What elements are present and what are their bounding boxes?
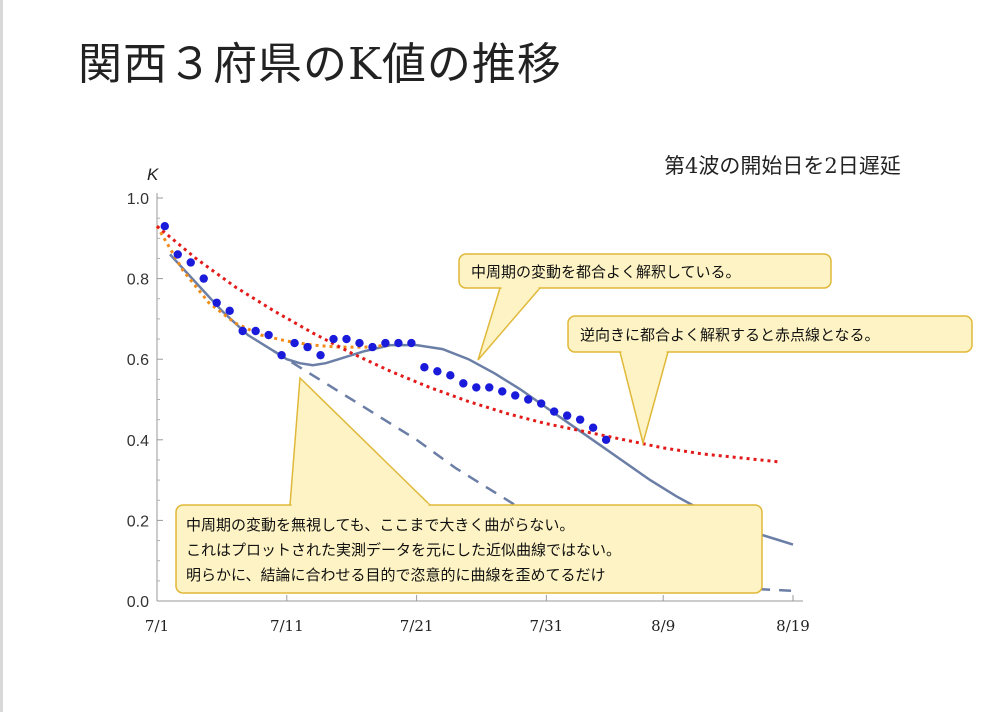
observed-point (433, 367, 442, 376)
observed-point (485, 383, 494, 392)
callout-pointer (289, 376, 432, 506)
observed-point (199, 274, 208, 283)
x-tick-label: 7/1 (145, 617, 169, 635)
callout-text-line: 中周期の変動を都合よく解釈している。 (471, 263, 741, 281)
slide-title: 関西３府県のK値の推移 (78, 39, 562, 90)
observed-point (303, 342, 312, 352)
observed-point (381, 338, 390, 348)
x-tick-label: 7/31 (530, 617, 564, 635)
orange-dotted-curve (155, 225, 391, 349)
observed-point (290, 338, 299, 348)
observed-point (238, 326, 247, 336)
observed-point (160, 222, 169, 231)
callout-pointer (477, 287, 542, 361)
observed-point (368, 342, 377, 352)
observed-point (264, 330, 273, 340)
observed-point (549, 407, 559, 416)
y-tick-label: 0.6 (127, 352, 149, 369)
observed-point (394, 338, 403, 348)
callout-text-line: これはプロットされた実測データを元にした近似曲線ではない。 (186, 541, 621, 559)
observed-point (562, 411, 572, 420)
y-axis-label: K (147, 165, 159, 184)
observed-point (446, 371, 455, 380)
observed-point (575, 415, 585, 424)
observed-point (355, 338, 364, 348)
observed-point (225, 306, 234, 316)
observed-point (511, 391, 520, 400)
callout-pointer (619, 351, 669, 446)
y-tick-label: 0.8 (127, 272, 149, 289)
observed-point (588, 423, 598, 432)
observed-point (524, 395, 533, 404)
observed-point (601, 435, 611, 444)
y-tick-label: 0.2 (127, 513, 149, 530)
callout-box (567, 315, 973, 353)
callout-text-line: 逆向きに都合よく解釈すると赤点線となる。 (580, 326, 880, 344)
chart-axes: 0.0 0.2 0.4 0.6 0.8 1.0 7/1 7/11 7/21 7/31 8/9 8/19… (127, 165, 810, 635)
callout-mid-period: 中周期の変動を都合よく解釈している。 (458, 253, 832, 361)
observed-point (277, 350, 286, 360)
y-tick-label: 1.0 (127, 191, 149, 208)
observed-point (536, 399, 546, 408)
slide-left-border (0, 0, 3, 712)
fitted-curve (169, 253, 794, 546)
callout-text-line: 中周期の変動を無視しても、ここまで大きく曲がらない。 (186, 516, 574, 534)
callout-reverse: 逆向きに都合よく解釈すると赤点線となる。 (567, 315, 973, 446)
observed-point (498, 387, 507, 396)
observed-point (472, 383, 481, 392)
y-tick-label: 0.4 (127, 433, 149, 450)
callout-box (458, 253, 832, 289)
x-tick-label: 8/9 (651, 617, 675, 635)
observed-point (212, 298, 221, 307)
x-tick-label: 7/11 (270, 617, 304, 635)
observed-point (407, 338, 416, 348)
callout-ignore: 中周期の変動を無視しても、ここまで大きく曲がらない。これはプロットされた実測デー… (175, 376, 763, 594)
red-dotted-curve (156, 225, 781, 464)
observed-point (186, 258, 195, 267)
observed-point (420, 363, 429, 372)
observed-point (173, 250, 182, 259)
callout-text-line: 明らかに、結論に合わせる目的で恣意的に曲線を歪めてるだけ (186, 566, 606, 584)
chart-subtitle: 第4波の開始日を2日遅延 (664, 154, 901, 178)
callout-layer: 中周期の変動を都合よく解釈している。逆向きに都合よく解釈すると赤点線となる。中周… (175, 253, 973, 594)
callout-box (175, 504, 763, 594)
y-tick-label: 0.0 (127, 594, 149, 611)
observed-point (329, 334, 338, 344)
x-tick-label: 7/21 (400, 617, 434, 635)
observed-point (316, 350, 325, 360)
observed-point (251, 326, 260, 336)
observed-point (342, 334, 351, 344)
observed-point (459, 379, 468, 388)
x-tick-label: 8/19 (776, 617, 810, 635)
